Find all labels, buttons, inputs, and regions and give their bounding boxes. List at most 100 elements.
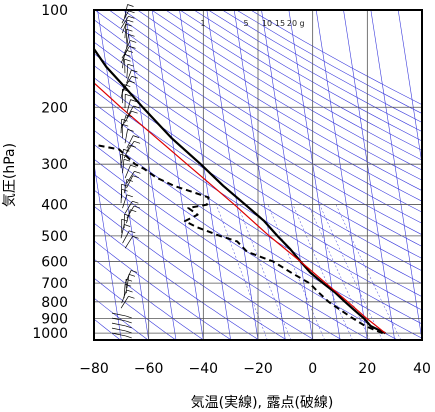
- wind-barb-flag: [128, 15, 135, 19]
- dry-adiabat-line: [94, 19, 422, 224]
- wind-barb-flag: [127, 4, 134, 7]
- wind-barb-flag: [124, 53, 131, 57]
- wind-barb-staff: [124, 4, 128, 19]
- wind-barb-staff: [124, 40, 131, 54]
- wind-barb-flag: [133, 135, 140, 138]
- mixing-ratio-label: 10: [262, 19, 272, 28]
- dry-adiabat-line: [94, 77, 422, 284]
- isotherm-line: [315, 10, 368, 340]
- plot-frame: [93, 9, 423, 341]
- dry-adiabat-line: [94, 258, 204, 340]
- x-tick-label: 0: [308, 361, 317, 377]
- wind-barb-staff: [120, 224, 125, 239]
- mixing-ratio-label: g: [299, 19, 304, 28]
- wind-barb-staff: [124, 236, 133, 249]
- y-tick-label: 400: [41, 198, 68, 214]
- dry-adiabat-line: [94, 240, 232, 340]
- wind-barb-staff: [124, 24, 127, 39]
- wind-barb-flag: [128, 295, 135, 299]
- wind-barb-staff: [124, 76, 133, 89]
- series-layer: [94, 47, 386, 335]
- wind-barb-staff: [111, 327, 126, 332]
- isotherm-line: [261, 10, 313, 340]
- mixing-ratio-line: [267, 204, 325, 340]
- wind-barb-flag: [124, 213, 131, 217]
- dry-adiabat-line: [94, 205, 287, 340]
- x-tick-label: 20: [358, 361, 376, 377]
- wind-barb-flag: [133, 205, 141, 209]
- wind-barb-staff: [124, 111, 132, 124]
- isotherm-line: [94, 161, 122, 340]
- y-tick-label: 300: [41, 157, 68, 173]
- wind-barb-flag: [129, 230, 136, 234]
- isotherm-line: [233, 10, 286, 340]
- wind-barb-flag: [128, 273, 136, 277]
- wind-barb-flag: [124, 84, 131, 87]
- isotherm-line: [343, 10, 395, 340]
- wind-barb-flag: [123, 158, 131, 162]
- y-tick-label: 200: [41, 100, 68, 116]
- wind-barb-flag: [129, 144, 136, 148]
- wind-barb-flag: [123, 148, 130, 152]
- wind-barb-flag: [131, 270, 138, 273]
- isotherm-line: [426, 10, 435, 340]
- wind-barb-staff: [126, 34, 129, 49]
- wind-barb-staff: [122, 194, 128, 209]
- wind-barb-staff: [123, 284, 126, 299]
- wind-barb-staff: [121, 114, 127, 129]
- dewpoint-line: [94, 143, 384, 335]
- wind-barb-staff: [126, 209, 131, 224]
- dry-adiabat-line: [123, 10, 422, 191]
- wind-barb-staff: [111, 322, 126, 327]
- dry-adiabat-line: [94, 102, 422, 311]
- isotherm-line: [397, 10, 422, 166]
- wind-barb-staff: [124, 200, 133, 214]
- dry-adiabat-line: [151, 10, 422, 171]
- wind-barb-flag: [121, 218, 128, 222]
- wind-barb-flag: [131, 69, 138, 73]
- x-tick-label: −80: [79, 361, 109, 377]
- mixing-ratio-line: [216, 204, 268, 340]
- mixing-ratio-line: [237, 204, 292, 340]
- y-tick-label: 900: [41, 311, 68, 327]
- wind-barb-staff: [121, 19, 128, 34]
- x-tick-label: −20: [243, 361, 273, 377]
- isotherm-line: [206, 10, 259, 340]
- dry-adiabat-line: [94, 10, 422, 213]
- isotherm-line: [151, 10, 204, 340]
- x-tick-label: −40: [189, 361, 219, 377]
- wind-barb-flag: [133, 141, 141, 144]
- dry-adiabat-line: [94, 129, 422, 339]
- wind-barb-flag: [125, 325, 132, 329]
- mixing-ratio-label: 20: [287, 19, 297, 28]
- parcel-line: [94, 82, 386, 334]
- wind-barb-staff: [124, 270, 132, 284]
- wind-barb-flag: [126, 179, 133, 182]
- wind-barb-flag: [132, 175, 139, 179]
- y-tick-label: 600: [41, 254, 68, 270]
- wind-barb-flag: [126, 194, 133, 198]
- wind-barb-flag: [124, 224, 131, 227]
- x-tick-label: −60: [134, 361, 164, 377]
- wind-barb-flag: [131, 110, 138, 114]
- wind-barb-flag: [133, 105, 140, 109]
- mixing-ratio-line: [319, 204, 383, 340]
- isotherm-line: [370, 10, 422, 340]
- dry-adiabat-line: [94, 158, 371, 340]
- wind-barb-staff: [121, 46, 130, 59]
- wind-barb-staff: [124, 129, 128, 144]
- wind-barb-flag: [130, 164, 137, 168]
- dry-adiabat-line: [94, 65, 422, 272]
- wind-barb-flag: [132, 200, 139, 204]
- wind-barb-flag: [134, 171, 141, 174]
- wind-barb-staff: [120, 16, 129, 29]
- wind-barb-flag: [128, 33, 135, 37]
- y-tick-label: 1000: [32, 326, 68, 342]
- wind-barbs: [111, 4, 141, 339]
- wind-barb-flag: [125, 93, 132, 97]
- y-axis-title: 気圧(hPa): [2, 143, 18, 207]
- x-tick-labels: −80 −60 −40 −20 0 20 40: [79, 361, 431, 377]
- y-tick-label: 500: [41, 229, 68, 245]
